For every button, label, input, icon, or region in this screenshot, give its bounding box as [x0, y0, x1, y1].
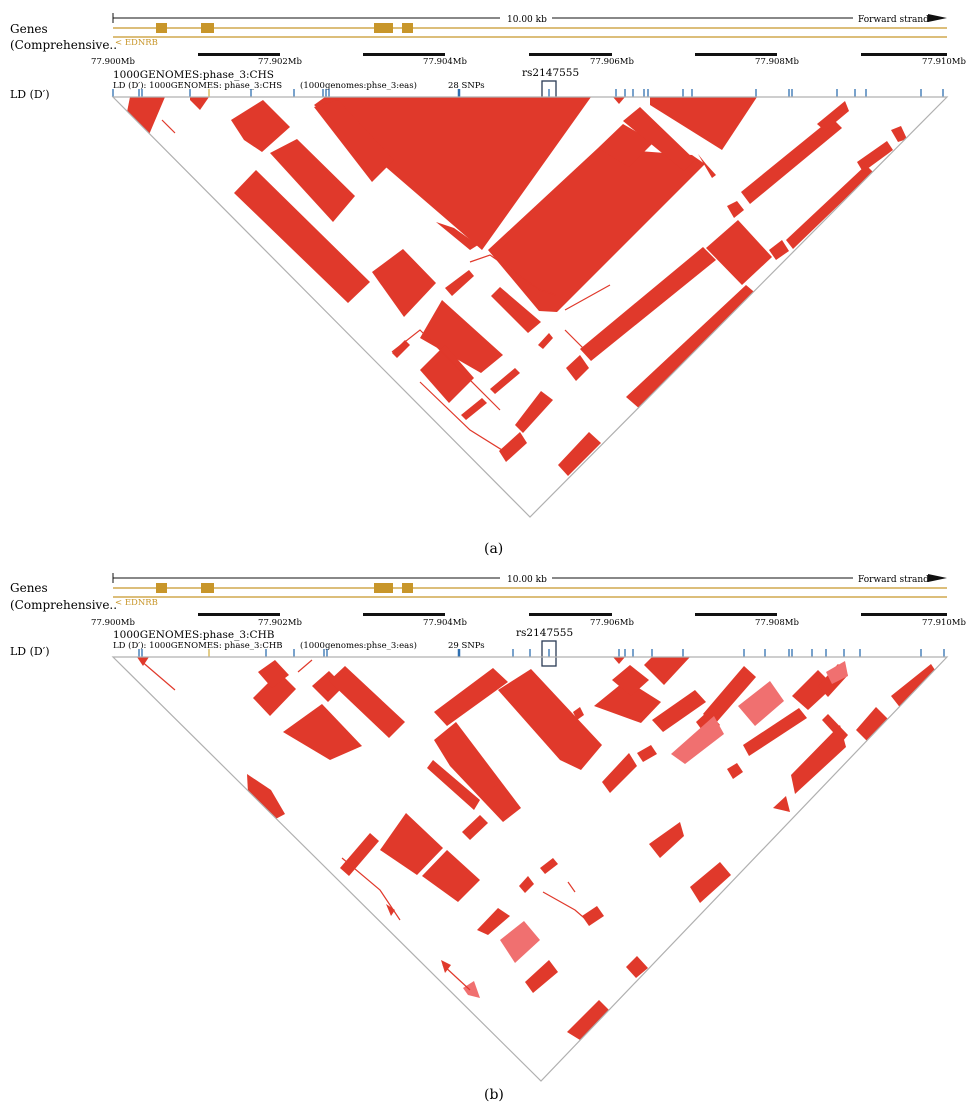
ruler-tick-label: 77.910Mb [922, 57, 966, 67]
highlighted-snp-box[interactable] [541, 640, 557, 667]
strand-label: Forward strand [858, 15, 929, 25]
ld-subtitle: LD (D′): 1000GENOMES: phase_3:CHB [113, 640, 283, 651]
ruler-tick-labels: 77.900Mb 77.902Mb 77.904Mb 77.906Mb 77.9… [91, 618, 966, 628]
ruler-tick-label: 77.910Mb [922, 618, 966, 628]
gene-name-label: < EDNRB [115, 38, 158, 48]
snp-count: 29 SNPs [448, 641, 485, 651]
highlighted-snp-label: rs2147555 [522, 67, 579, 79]
ld-population-title: 1000GENOMES:phase_3:CHB [113, 629, 275, 641]
forward-strand-arrow-icon [928, 14, 947, 22]
ruler-tick-label: 77.906Mb [590, 57, 634, 67]
ruler-tick-label: 77.908Mb [755, 618, 799, 628]
ld-heatmap-medium [463, 661, 848, 998]
panel-a: Genes (Comprehensive.. 10.00 kb Forward … [10, 13, 966, 557]
genes-track-label: Genes [10, 581, 48, 595]
genes-track-sublabel: (Comprehensive.. [10, 38, 117, 52]
highlighted-snp-label: rs2147555 [516, 627, 573, 639]
ruler-bar [198, 613, 947, 616]
panel-caption: (a) [484, 541, 503, 557]
ruler-tick-label: 77.900Mb [91, 57, 135, 67]
ruler-bar [198, 53, 947, 56]
ld-thin-lines [161, 119, 611, 456]
genes-track-sublabel: (Comprehensive.. [10, 598, 117, 612]
gene-model-ednrb[interactable] [113, 583, 947, 598]
scale-label: 10.00 kb [507, 15, 547, 25]
ld-thin-lines [139, 659, 591, 991]
ld-heatmap [137, 657, 939, 1040]
snp-count: 28 SNPs [448, 81, 485, 91]
forward-strand-arrow-icon [928, 574, 947, 582]
snp-ticks[interactable] [112, 89, 944, 97]
ruler-tick-label: 77.906Mb [590, 618, 634, 628]
ruler-tick-label: 77.900Mb [91, 618, 135, 628]
ld-triangle-outline [111, 96, 949, 518]
scale-label: 10.00 kb [507, 575, 547, 585]
ld-superpopulation: (1000genomes:phse_3:eas) [300, 640, 417, 651]
gene-model-ednrb[interactable] [113, 23, 947, 38]
ld-subtitle: LD (D′): 1000GENOMES: phase_3:CHS [113, 80, 282, 91]
panel-b: Genes (Comprehensive.. 10.00 kb Forward … [10, 573, 966, 1103]
strand-label: Forward strand [858, 575, 929, 585]
ruler-tick-label: 77.904Mb [423, 57, 467, 67]
scale-bar [112, 13, 853, 23]
ruler-tick-label: 77.908Mb [755, 57, 799, 67]
ld-superpopulation: (1000genomes:phse_3:eas) [300, 80, 417, 91]
snp-ticks[interactable] [138, 649, 945, 657]
gene-name-label: < EDNRB [115, 598, 158, 608]
ruler-tick-label: 77.902Mb [258, 57, 302, 67]
ld-track-label: LD (D′) [10, 645, 50, 658]
ld-population-title: 1000GENOMES:phase_3:CHS [113, 69, 274, 81]
ruler-tick-labels: 77.900Mb 77.902Mb 77.904Mb 77.906Mb 77.9… [91, 57, 966, 67]
ld-triangle-outline [111, 656, 949, 1082]
ruler-tick-label: 77.902Mb [258, 618, 302, 628]
panel-caption: (b) [484, 1087, 504, 1103]
ruler-tick-label: 77.904Mb [423, 618, 467, 628]
genes-track-label: Genes [10, 22, 48, 36]
scale-bar [112, 573, 853, 583]
ld-track-label: LD (D′) [10, 88, 50, 101]
ld-heatmap [127, 97, 907, 476]
